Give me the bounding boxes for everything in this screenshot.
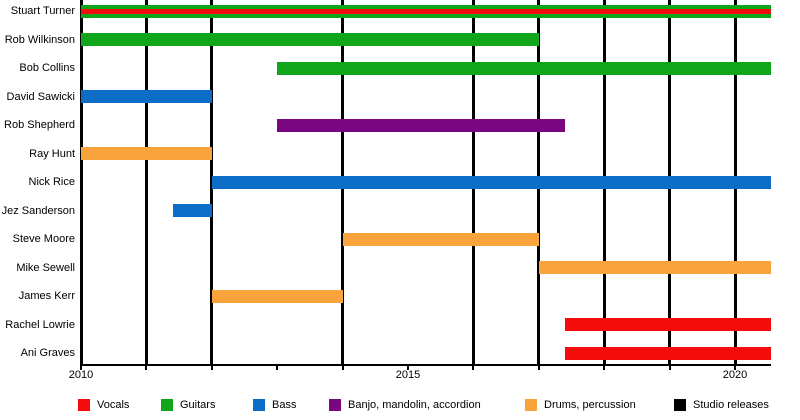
legend-item: Banjo, mandolin, accordion — [329, 398, 481, 412]
x-axis-minor-tick — [734, 365, 737, 370]
x-axis-minor-tick — [341, 365, 344, 370]
member-label: David Sawicki — [6, 90, 75, 103]
x-axis-line — [81, 364, 771, 366]
studio-release-line — [79, 0, 83, 365]
member-label: Steve Moore — [12, 233, 75, 245]
studio-release-line — [144, 0, 148, 365]
legend-item: Guitars — [161, 398, 215, 412]
legend-label: Bass — [272, 399, 297, 411]
legend-label: Drums, percussion — [544, 399, 636, 411]
timeline-bar — [211, 289, 343, 303]
x-axis-tick-label: 2010 — [68, 369, 94, 381]
timeline-bar — [277, 118, 565, 132]
x-axis-tick-label: 2020 — [722, 369, 748, 381]
legend-label: Guitars — [180, 399, 216, 411]
legend-swatch-icon — [161, 399, 173, 411]
member-label: Rob Shepherd — [4, 119, 75, 131]
member-label: Mike Sewell — [16, 261, 75, 274]
timeline-bar — [81, 33, 539, 46]
legend-swatch-icon — [525, 399, 537, 411]
timeline-bar — [81, 90, 212, 103]
timeline-bar — [277, 61, 771, 75]
x-axis-minor-tick — [80, 365, 82, 370]
timeline-bar — [172, 204, 212, 217]
timeline-bar — [81, 8, 771, 14]
legend-label: Vocals — [97, 399, 130, 411]
x-axis-minor-tick — [537, 365, 540, 370]
member-label: Ray Hunt — [29, 147, 75, 160]
x-axis-minor-tick — [472, 365, 475, 370]
timeline-bar — [342, 232, 539, 246]
legend: Vocals Guitars Bass Banjo, mandolin, accord… — [0, 398, 800, 418]
legend-item: Vocals — [78, 398, 129, 412]
x-axis-tick-label: 2015 — [395, 369, 421, 381]
plot-area — [79, 0, 771, 365]
x-axis-minor-tick — [210, 365, 213, 370]
legend-item: Studio releases — [674, 398, 769, 412]
member-label: Bob Collins — [19, 62, 75, 74]
legend-item: Bass — [253, 398, 296, 412]
x-axis-minor-tick — [145, 365, 148, 370]
x-axis-minor-tick — [668, 365, 671, 370]
legend-label: Banjo, mandolin, accordion — [348, 399, 481, 411]
timeline-bar — [564, 318, 771, 331]
x-axis-minor-tick — [407, 365, 409, 370]
member-label: Rachel Lowrie — [5, 318, 75, 331]
member-label: Ani Graves — [20, 347, 75, 359]
legend-swatch-icon — [78, 399, 90, 411]
member-label: Rob Wilkinson — [4, 33, 75, 46]
timeline-bar — [211, 175, 771, 189]
timeline-bar — [81, 147, 212, 160]
timeline-bar — [538, 261, 771, 274]
x-axis-minor-tick — [276, 365, 279, 370]
legend-swatch-icon — [674, 399, 686, 411]
member-label: James Kerr — [18, 290, 75, 302]
legend-label: Studio releases — [693, 399, 769, 411]
legend-swatch-icon — [329, 399, 341, 411]
legend-item: Drums, percussion — [525, 398, 636, 412]
member-label: Nick Rice — [28, 176, 75, 188]
member-label: Stuart Turner — [10, 5, 75, 17]
x-axis-minor-tick — [603, 365, 606, 370]
member-label: Jez Sanderson — [1, 204, 75, 217]
legend-swatch-icon — [253, 399, 265, 411]
timeline-bar — [564, 346, 771, 360]
